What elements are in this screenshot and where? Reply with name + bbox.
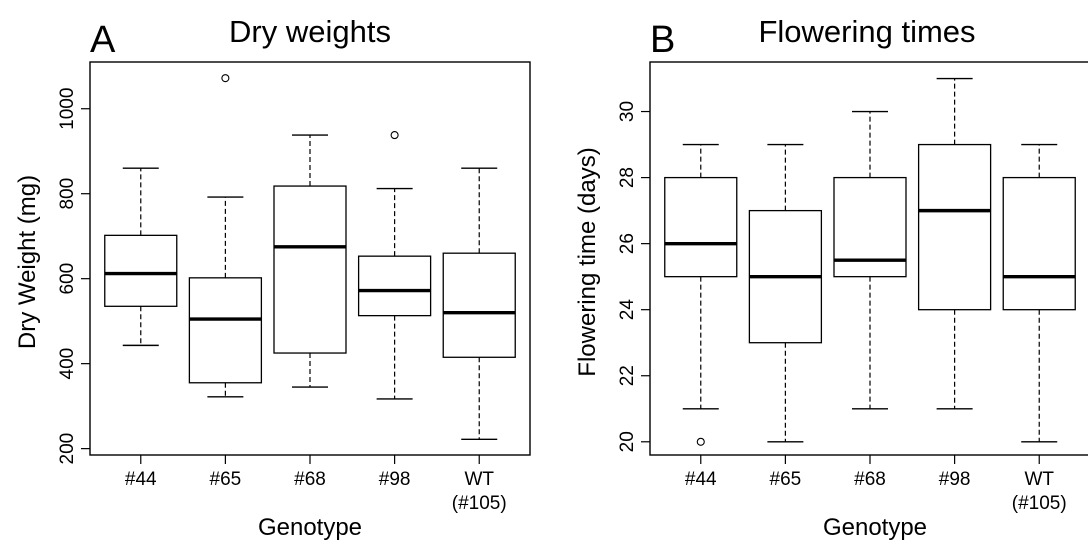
panel-b: B Flowering times Genotype Flowering tim… (574, 14, 1088, 541)
iqr-box (188, 277, 263, 384)
x-tick-label: #98 (379, 469, 411, 490)
outlier-point (390, 131, 399, 140)
x-tick-label: (#105) (1012, 493, 1067, 514)
y-tick-label: 26 (617, 233, 638, 254)
box-plot-0 (664, 143, 738, 446)
panel-a: A Dry weights Genotype Dry Weight (mg) 2… (14, 14, 531, 541)
x-tick-label: #65 (210, 469, 242, 490)
box-plot-2 (833, 110, 907, 410)
y-tick-label: 400 (57, 348, 78, 380)
outlier-point (221, 74, 230, 83)
y-tick-label: 28 (617, 167, 638, 188)
iqr-box (917, 143, 992, 311)
iqr-box (104, 234, 178, 307)
x-tick-label: #68 (294, 469, 326, 490)
x-axis-title: Genotype (823, 514, 927, 541)
box-plot-4 (1002, 143, 1076, 443)
y-tick-label: 22 (617, 365, 638, 386)
y-axis-title: Flowering time (days) (574, 147, 601, 376)
y-tick-label: 20 (617, 431, 638, 452)
panel-label: A (90, 19, 116, 61)
y-tick-label: 600 (57, 263, 78, 295)
outlier-point (696, 437, 705, 446)
chart-title: Flowering times (758, 14, 975, 49)
x-tick-label: #98 (939, 469, 971, 490)
iqr-box (1002, 176, 1076, 311)
chart-title: Dry weights (229, 14, 391, 49)
iqr-box (442, 252, 516, 358)
y-tick-label: 800 (57, 178, 78, 210)
box-plot-3 (357, 131, 432, 400)
iqr-box (664, 176, 738, 278)
y-tick-label: 24 (617, 299, 638, 321)
box-plot-1 (188, 74, 263, 398)
box-plot-1 (748, 143, 823, 443)
box-plot-3 (917, 77, 992, 410)
x-tick-label: #68 (854, 469, 886, 490)
x-tick-label: #44 (125, 469, 157, 490)
box-plot-4 (442, 167, 516, 440)
y-axis-title: Dry Weight (mg) (14, 175, 41, 349)
y-tick-label: 1000 (57, 88, 78, 130)
x-tick-label: (#105) (452, 493, 507, 514)
x-tick-label: WT (1024, 469, 1054, 490)
y-tick-label: 30 (617, 101, 638, 122)
x-tick-label: WT (464, 469, 494, 490)
x-tick-label: #65 (770, 469, 802, 490)
box-plot-2 (273, 134, 347, 388)
iqr-box (357, 255, 432, 317)
iqr-box (273, 185, 347, 354)
panel-label: B (650, 19, 675, 61)
box-plot-0 (104, 167, 178, 347)
x-tick-label: #44 (685, 469, 717, 490)
y-tick-label: 200 (57, 433, 78, 465)
x-axis-title: Genotype (258, 514, 362, 541)
